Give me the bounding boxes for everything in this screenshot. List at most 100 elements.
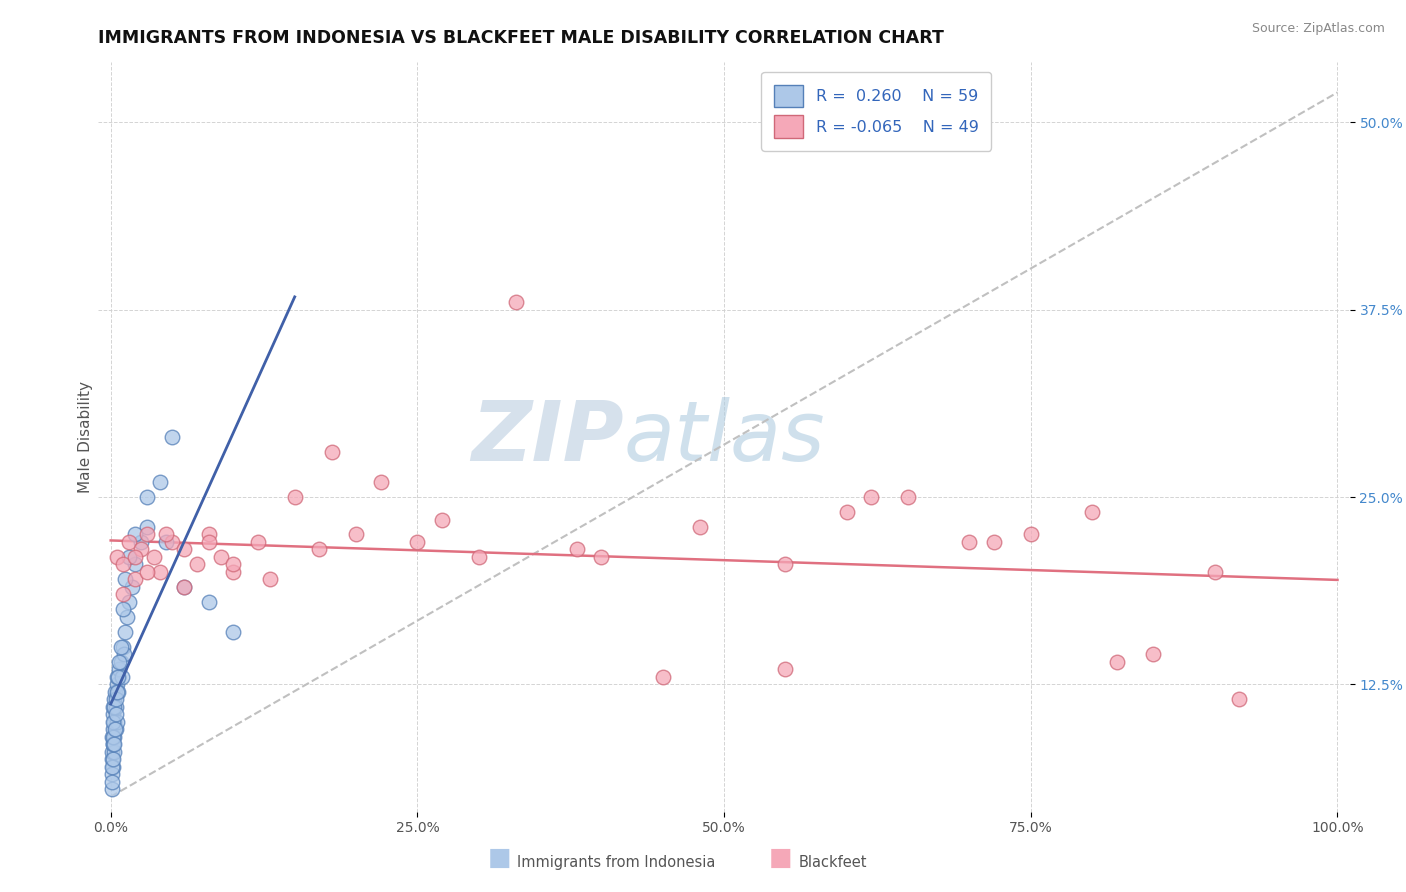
Point — [259, 573, 281, 587]
Point — [103, 699, 125, 714]
Point — [101, 737, 124, 751]
Text: atlas: atlas — [624, 397, 825, 477]
Point — [1019, 527, 1042, 541]
Point — [103, 737, 125, 751]
Y-axis label: Male Disability: Male Disability — [77, 381, 93, 493]
Point — [110, 640, 132, 654]
Text: ■: ■ — [769, 846, 792, 870]
Point — [101, 767, 124, 781]
Point — [105, 714, 128, 729]
Point — [103, 745, 125, 759]
Point — [467, 549, 489, 564]
Point — [173, 580, 195, 594]
Text: ■: ■ — [488, 846, 510, 870]
Point — [101, 760, 124, 774]
Point — [173, 580, 195, 594]
Point — [101, 699, 124, 714]
Point — [118, 549, 141, 564]
Point — [101, 760, 124, 774]
Point — [198, 535, 221, 549]
Point — [1105, 655, 1128, 669]
Point — [149, 475, 172, 489]
Point — [108, 662, 131, 676]
Point — [173, 542, 195, 557]
Point — [155, 535, 177, 549]
Point — [897, 490, 920, 504]
Point — [136, 490, 159, 504]
Point — [101, 714, 124, 729]
Point — [149, 565, 172, 579]
Text: Blackfeet: Blackfeet — [799, 855, 868, 870]
Point — [284, 490, 307, 504]
Point — [124, 573, 146, 587]
Point — [222, 624, 245, 639]
Text: IMMIGRANTS FROM INDONESIA VS BLACKFEET MALE DISABILITY CORRELATION CHART: IMMIGRANTS FROM INDONESIA VS BLACKFEET M… — [98, 29, 945, 47]
Point — [121, 580, 143, 594]
Point — [860, 490, 883, 504]
Point — [104, 707, 127, 722]
Point — [136, 565, 159, 579]
Point — [101, 737, 124, 751]
Point — [198, 595, 221, 609]
Point — [308, 542, 330, 557]
Point — [775, 558, 797, 572]
Point — [160, 535, 183, 549]
Point — [104, 723, 127, 737]
Point — [959, 535, 981, 549]
Point — [505, 295, 527, 310]
Point — [101, 730, 124, 744]
Point — [111, 587, 134, 601]
Point — [110, 655, 132, 669]
Point — [111, 640, 134, 654]
Point — [142, 549, 165, 564]
Point — [591, 549, 613, 564]
Point — [344, 527, 367, 541]
Point — [101, 730, 124, 744]
Point — [1081, 505, 1104, 519]
Point — [124, 527, 146, 541]
Point — [689, 520, 711, 534]
Point — [131, 542, 153, 557]
Point — [160, 430, 183, 444]
Point — [105, 549, 128, 564]
Point — [103, 730, 125, 744]
Point — [222, 565, 245, 579]
Point — [131, 535, 153, 549]
Point — [321, 445, 343, 459]
Point — [101, 774, 124, 789]
Point — [198, 527, 221, 541]
Point — [155, 527, 177, 541]
Point — [111, 670, 134, 684]
Point — [111, 602, 134, 616]
Point — [101, 752, 124, 766]
Point — [222, 558, 245, 572]
Point — [101, 723, 124, 737]
Point — [118, 595, 141, 609]
Point — [1204, 565, 1226, 579]
Point — [430, 512, 453, 526]
Point — [112, 648, 135, 662]
Text: Immigrants from Indonesia: Immigrants from Indonesia — [517, 855, 716, 870]
Point — [105, 677, 128, 691]
Point — [107, 670, 129, 684]
Point — [111, 558, 134, 572]
Point — [136, 520, 159, 534]
Point — [118, 535, 141, 549]
Text: Source: ZipAtlas.com: Source: ZipAtlas.com — [1251, 22, 1385, 36]
Point — [124, 549, 146, 564]
Point — [101, 745, 124, 759]
Point — [103, 714, 125, 729]
Point — [651, 670, 673, 684]
Point — [1227, 692, 1250, 706]
Point — [1142, 648, 1164, 662]
Point — [101, 782, 124, 797]
Point — [104, 699, 127, 714]
Point — [115, 610, 138, 624]
Point — [370, 475, 392, 489]
Point — [105, 670, 128, 684]
Point — [114, 573, 136, 587]
Point — [103, 692, 125, 706]
Point — [108, 655, 131, 669]
Point — [107, 685, 129, 699]
Point — [101, 752, 124, 766]
